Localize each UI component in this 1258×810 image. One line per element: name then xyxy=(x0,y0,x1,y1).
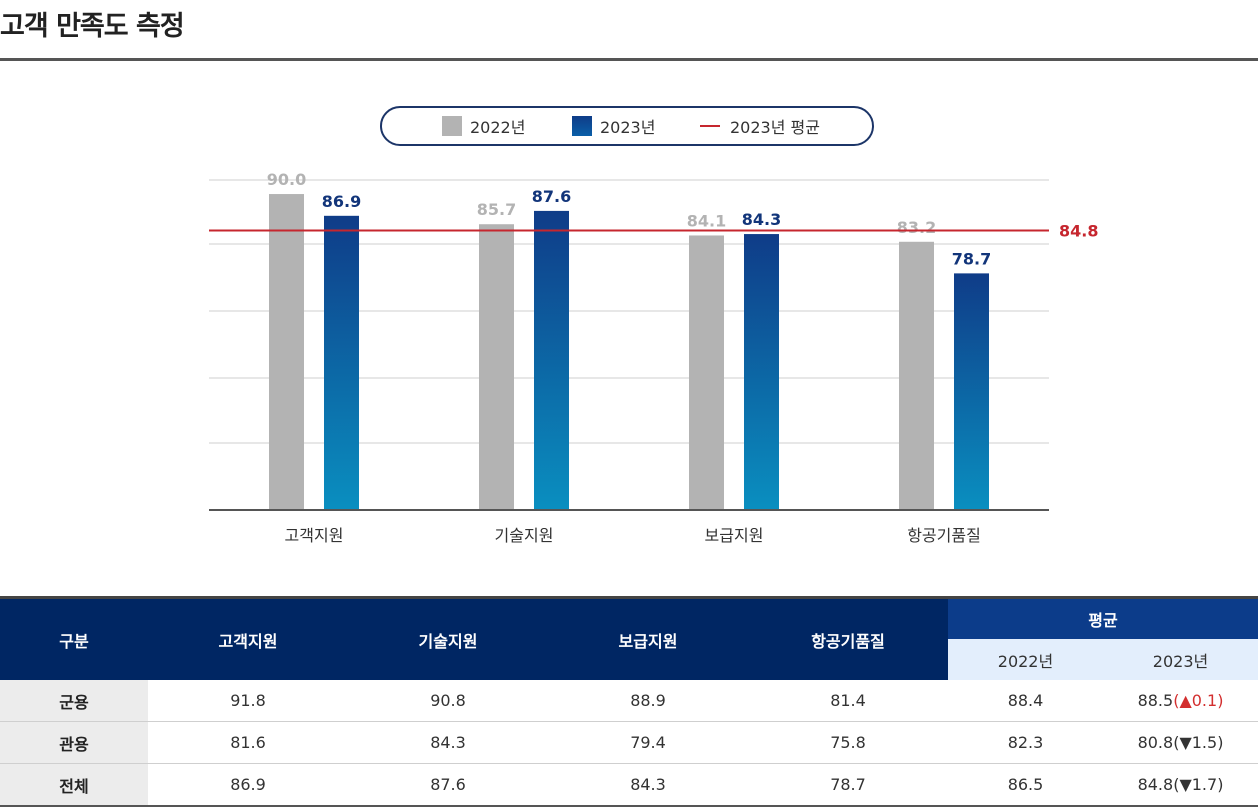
bar-2022 xyxy=(689,235,724,510)
table-cell: 86.9 xyxy=(148,763,348,807)
satisfaction-table: 구분 고객지원 기술지원 보급지원 항공기품질 평균 2022년 2023년 군… xyxy=(0,596,1258,807)
legend-label-average: 2023년 평균 xyxy=(730,118,820,137)
change-indicator: (▲0.1) xyxy=(1173,691,1224,710)
data-label-2023: 87.6 xyxy=(532,187,571,206)
data-label-2023: 86.9 xyxy=(322,192,361,211)
header-average-2023: 2023년 xyxy=(1103,639,1258,680)
table-cell: 81.6 xyxy=(148,721,348,764)
change-value: 1.5 xyxy=(1191,733,1218,752)
header-col-3: 보급지원 xyxy=(548,596,748,680)
x-tick-label: 항공기품질 xyxy=(907,526,981,545)
table-cell: 88.9 xyxy=(548,680,748,722)
data-label-2022: 83.2 xyxy=(897,218,936,237)
change-indicator: (▼1.5) xyxy=(1173,733,1224,752)
table-cell: 75.8 xyxy=(748,721,948,764)
bar-2023 xyxy=(744,234,779,510)
legend-item-average: 2023년 평균 xyxy=(700,108,820,144)
header-average: 평균 xyxy=(948,596,1258,639)
table-cell-avg-2022: 88.4 xyxy=(948,680,1103,722)
bar-2022 xyxy=(269,194,304,511)
header-category: 구분 xyxy=(0,596,148,680)
data-label-2023: 78.7 xyxy=(952,249,991,268)
legend-item-2022: 2022년 xyxy=(442,108,525,144)
change-value: 0.1 xyxy=(1191,691,1218,710)
table-row: 군용 91.8 90.8 88.9 81.4 88.4 88.5(▲0.1) xyxy=(0,680,1258,722)
data-label-2022: 85.7 xyxy=(477,200,516,219)
bar-2023 xyxy=(534,210,569,510)
title-divider xyxy=(0,58,1258,61)
table-cell-avg-2023: 84.8(▼1.7) xyxy=(1103,763,1258,807)
header-col-4: 항공기품질 xyxy=(748,596,948,680)
table-cell-avg-2022: 82.3 xyxy=(948,721,1103,764)
table-cell: 81.4 xyxy=(748,680,948,722)
change-value: 1.7 xyxy=(1191,775,1218,794)
table-cell-avg-2023: 88.5(▲0.1) xyxy=(1103,680,1258,722)
header-col-1: 고객지원 xyxy=(148,596,348,680)
table-cell: 90.8 xyxy=(348,680,548,722)
x-tick-label: 기술지원 xyxy=(495,526,554,545)
header-col-2: 기술지원 xyxy=(348,596,548,680)
legend-label-2023: 2023년 xyxy=(600,118,656,137)
table-cell: 87.6 xyxy=(348,763,548,807)
down-arrow-icon: ▼ xyxy=(1179,733,1192,752)
bar-2022 xyxy=(899,241,934,510)
bar-2023 xyxy=(324,215,359,510)
legend-swatch-2022 xyxy=(442,116,462,136)
table-cell: 84.3 xyxy=(348,721,548,764)
avg-2023-value: 80.8 xyxy=(1137,733,1174,752)
avg-2023-value: 88.5 xyxy=(1137,691,1174,710)
table-cell-avg-2022: 86.5 xyxy=(948,763,1103,807)
header-average-2022: 2022년 xyxy=(948,639,1103,680)
avg-2023-value: 84.8 xyxy=(1137,775,1174,794)
row-label: 관용 xyxy=(0,721,148,764)
data-label-2022: 84.1 xyxy=(687,211,726,230)
up-arrow-icon: ▲ xyxy=(1179,691,1192,710)
legend-swatch-2023 xyxy=(572,116,592,136)
table-cell: 91.8 xyxy=(148,680,348,722)
data-label-2022: 90.0 xyxy=(267,170,306,189)
row-label: 군용 xyxy=(0,680,148,722)
row-label: 전체 xyxy=(0,763,148,807)
table-cell: 84.3 xyxy=(548,763,748,807)
down-arrow-icon: ▼ xyxy=(1179,775,1192,794)
table-cell-avg-2023: 80.8(▼1.5) xyxy=(1103,721,1258,764)
data-label-2023: 84.3 xyxy=(742,210,781,229)
x-tick-label: 보급지원 xyxy=(705,526,764,545)
legend-item-2023: 2023년 xyxy=(572,108,655,144)
bar-2023 xyxy=(954,273,989,510)
legend-swatch-average-line xyxy=(700,125,720,127)
bar-chart: 90.0 86.9 고객지원 85.7 87.6 기술지원 84.1 84.3 보급지원 83.2… xyxy=(209,170,1098,545)
table-cell: 78.7 xyxy=(748,763,948,807)
table-cell: 79.4 xyxy=(548,721,748,764)
legend-label-2022: 2022년 xyxy=(470,118,526,137)
table-row: 관용 81.6 84.3 79.4 75.8 82.3 80.8(▼1.5) xyxy=(0,721,1258,764)
chart-legend: 2022년 2023년 2023년 평균 xyxy=(380,106,874,146)
change-indicator: (▼1.7) xyxy=(1173,775,1224,794)
bar-2022 xyxy=(479,224,514,510)
average-reference-label: 84.8 xyxy=(1059,222,1098,241)
table-row: 전체 86.9 87.6 84.3 78.7 86.5 84.8(▼1.7) xyxy=(0,763,1258,807)
page-title: 고객 만족도 측정 xyxy=(0,11,185,42)
x-tick-label: 고객지원 xyxy=(285,526,344,545)
